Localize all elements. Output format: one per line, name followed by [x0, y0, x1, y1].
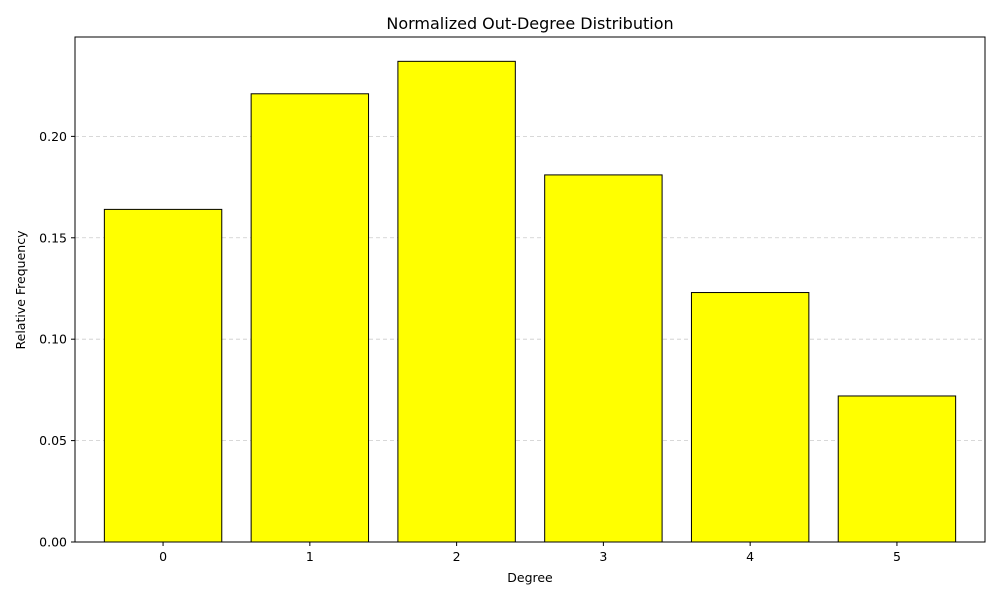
bar-4 — [690, 292, 810, 543]
y-axis-label: Relative Frequency — [13, 230, 28, 350]
bar-0 — [103, 208, 223, 543]
y-tick-label: 0.15 — [39, 230, 67, 245]
grid-lines — [75, 135, 985, 441]
y-tick-label: 0.05 — [39, 433, 67, 448]
x-tick-label: 5 — [893, 549, 901, 564]
plot-area-frame — [74, 36, 986, 543]
chart-title: Normalized Out-Degree Distribution — [386, 14, 673, 33]
x-tick-label: 4 — [746, 549, 754, 564]
y-tick-label: 0.00 — [39, 535, 67, 550]
x-tick-label: 2 — [453, 549, 461, 564]
bar-2 — [397, 60, 516, 543]
bar-3 — [544, 174, 663, 543]
x-axis-label: Degree — [507, 570, 553, 585]
x-axis-ticks: 0 1 2 3 4 5 — [159, 542, 901, 564]
x-tick-label: 1 — [306, 549, 314, 564]
y-tick-label: 0.20 — [39, 129, 67, 144]
bars — [103, 60, 957, 543]
x-tick-label: 3 — [599, 549, 607, 564]
y-axis-ticks: 0.00 0.05 0.10 0.15 0.20 — [39, 129, 75, 550]
y-tick-label: 0.10 — [39, 332, 67, 347]
x-tick-label: 0 — [159, 549, 167, 564]
bar-1 — [250, 93, 370, 543]
bar-5 — [837, 395, 957, 543]
